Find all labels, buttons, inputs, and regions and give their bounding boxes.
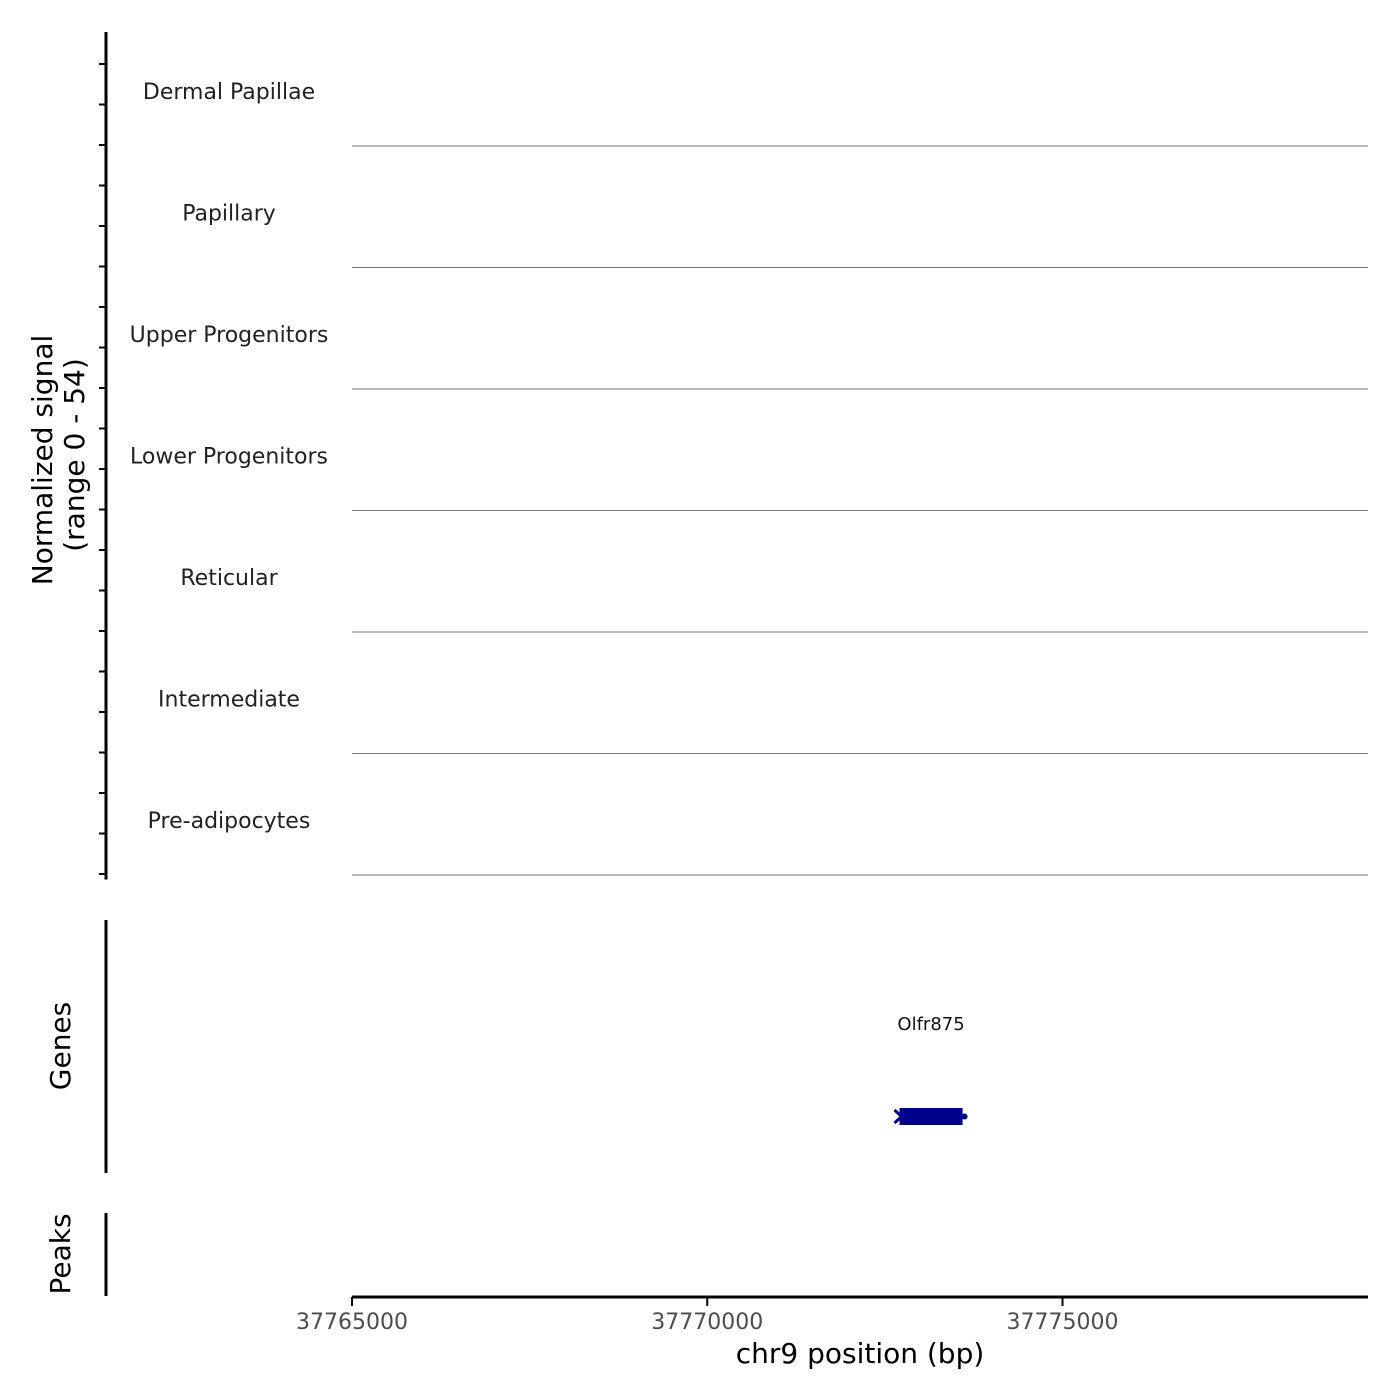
gene-olfr875: Olfr875 (893, 1014, 968, 1125)
track-dermal-papillae: Dermal Papillae (143, 80, 1368, 147)
x-tick-label: 37775000 (1006, 1310, 1118, 1335)
track-label: Reticular (180, 566, 278, 591)
track-lower-progenitors: Lower Progenitors (130, 445, 1368, 511)
track-intermediate: Intermediate (158, 688, 1368, 754)
y-axis-label: Normalized signal (26, 335, 59, 586)
track-label: Upper Progenitors (130, 323, 329, 348)
genes-track-label: Genes (44, 1002, 77, 1090)
track-reticular: Reticular (180, 566, 1368, 633)
coverage-tracks: Dermal Papillae Papillary Upper Progenitor… (130, 80, 1368, 876)
x-tick-label: 37765000 (296, 1310, 408, 1335)
track-label: Pre-adipocytes (148, 809, 311, 834)
gene-end-marker (961, 1113, 968, 1120)
axes: 37765000 37770000 37775000 (99, 32, 1368, 1335)
gene-label: Olfr875 (897, 1014, 964, 1035)
x-axis-label: chr9 position (bp) (736, 1337, 985, 1370)
peaks-track-label: Peaks (44, 1213, 77, 1294)
track-label: Papillary (182, 202, 276, 227)
track-label: Intermediate (158, 688, 300, 713)
track-upper-progenitors: Upper Progenitors (130, 323, 1368, 390)
track-pre-adipocytes: Pre-adipocytes (148, 809, 1368, 876)
track-papillary: Papillary (182, 202, 1368, 268)
strand-arrow (893, 1108, 904, 1125)
gene-body (899, 1108, 963, 1125)
track-label: Lower Progenitors (130, 445, 328, 470)
gene-track: Olfr875 (893, 1014, 968, 1125)
y-axis-range-label: (range 0 - 54) (58, 358, 91, 552)
x-tick-label: 37770000 (651, 1310, 763, 1335)
track-label: Dermal Papillae (143, 80, 315, 105)
